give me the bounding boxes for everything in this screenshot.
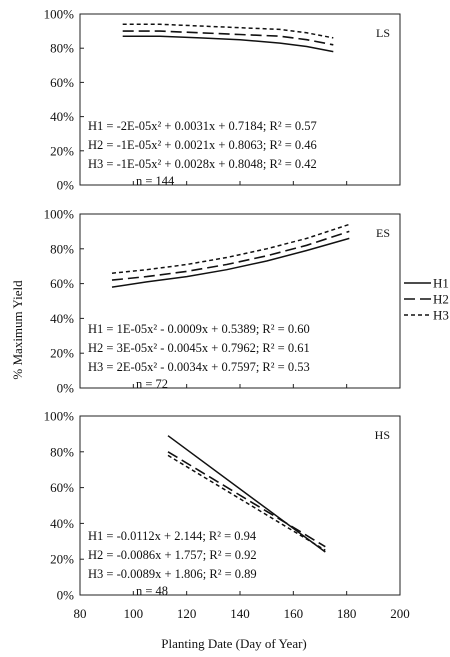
panel-label: HS [375, 428, 390, 442]
series-line-h1 [111, 237, 350, 288]
panel-hs: 0% 20% 40% 60% 80% 100% 80 100 120 140 160 180 200 HS… [44, 409, 410, 622]
regression-equation: H3 = 2E-05x² - 0.0034x + 0.7597; R² = 0.… [88, 360, 310, 374]
series-line-h2 [167, 451, 326, 548]
panel-label: ES [376, 226, 390, 240]
y-tick-label: 20% [50, 552, 74, 567]
y-axis-title: % Maximum Yield [10, 280, 25, 380]
x-tick-label: 180 [337, 606, 357, 621]
legend-label-h1: H1 [433, 276, 449, 291]
regression-equation: H3 = -1E-05x² + 0.0028x + 0.8048; R² = 0… [88, 157, 317, 171]
y-tick-label: 60% [50, 75, 74, 90]
y-tick-label: 100% [44, 207, 75, 222]
regression-equation: H3 = -0.0089x + 1.806; R² = 0.89 [88, 567, 257, 581]
regression-equation: H1 = -2E-05x² + 0.0031x + 0.7184; R² = 0… [88, 119, 317, 133]
series-line-h1 [167, 435, 326, 553]
y-tick-label: 100% [44, 409, 75, 424]
y-tick-label: 80% [50, 41, 74, 56]
y-tick-label: 20% [50, 346, 74, 361]
series-line-h2 [122, 30, 334, 46]
x-tick-label: 140 [230, 606, 250, 621]
series-line-h3 [167, 454, 326, 551]
x-axis-title: Planting Date (Day of Year) [161, 636, 307, 651]
regression-equation: H1 = 1E-05x² - 0.0009x + 0.5389; R² = 0.… [88, 322, 310, 336]
x-tick-label: 100 [124, 606, 144, 621]
panel-es: 0% 20% 40% 60% 80% 100% ES H1 = 1E-05x² - 0.000… [44, 207, 401, 396]
series-line-h2 [111, 230, 350, 281]
y-tick-label: 0% [57, 588, 75, 603]
y-tick-label: 40% [50, 109, 74, 124]
y-tick-label: 80% [50, 444, 74, 459]
x-tick-label: 80 [74, 606, 87, 621]
sample-size-label: n = 144 [136, 174, 175, 188]
y-tick-label: 40% [50, 311, 74, 326]
series-line-h3 [111, 223, 350, 274]
y-tick-label: 60% [50, 276, 74, 291]
y-tick-label: 0% [57, 381, 75, 396]
series-line-h1 [122, 35, 334, 53]
x-tick-label: 160 [284, 606, 304, 621]
sample-size-label: n = 72 [136, 377, 168, 391]
regression-equation: H2 = -0.0086x + 1.757; R² = 0.92 [88, 548, 257, 562]
y-tick-label: 20% [50, 143, 74, 158]
legend-label-h2: H2 [433, 292, 449, 307]
series-line-h3 [122, 23, 334, 39]
y-tick-label: 0% [57, 178, 75, 193]
y-tick-label: 60% [50, 480, 74, 495]
sample-size-label: n = 48 [136, 584, 168, 598]
y-tick-label: 100% [44, 7, 75, 22]
legend-label-h3: H3 [433, 308, 449, 323]
panel-ls: 0% 20% 40% 60% 80% 100% LS H1 = -2E-05x² + 0.00… [44, 7, 401, 193]
x-tick-label: 120 [177, 606, 197, 621]
y-tick-label: 80% [50, 241, 74, 256]
regression-equation: H2 = 3E-05x² - 0.0045x + 0.7962; R² = 0.… [88, 341, 310, 355]
chart-panels: 0% 20% 40% 60% 80% 100% LS H1 = -2E-05x² + 0.00… [44, 7, 410, 622]
regression-equation: H1 = -0.0112x + 2.144; R² = 0.94 [88, 529, 257, 543]
y-tick-label: 40% [50, 516, 74, 531]
regression-equation: H2 = -1E-05x² + 0.0021x + 0.8063; R² = 0… [88, 138, 317, 152]
panel-label: LS [376, 26, 390, 40]
x-tick-label: 200 [390, 606, 410, 621]
